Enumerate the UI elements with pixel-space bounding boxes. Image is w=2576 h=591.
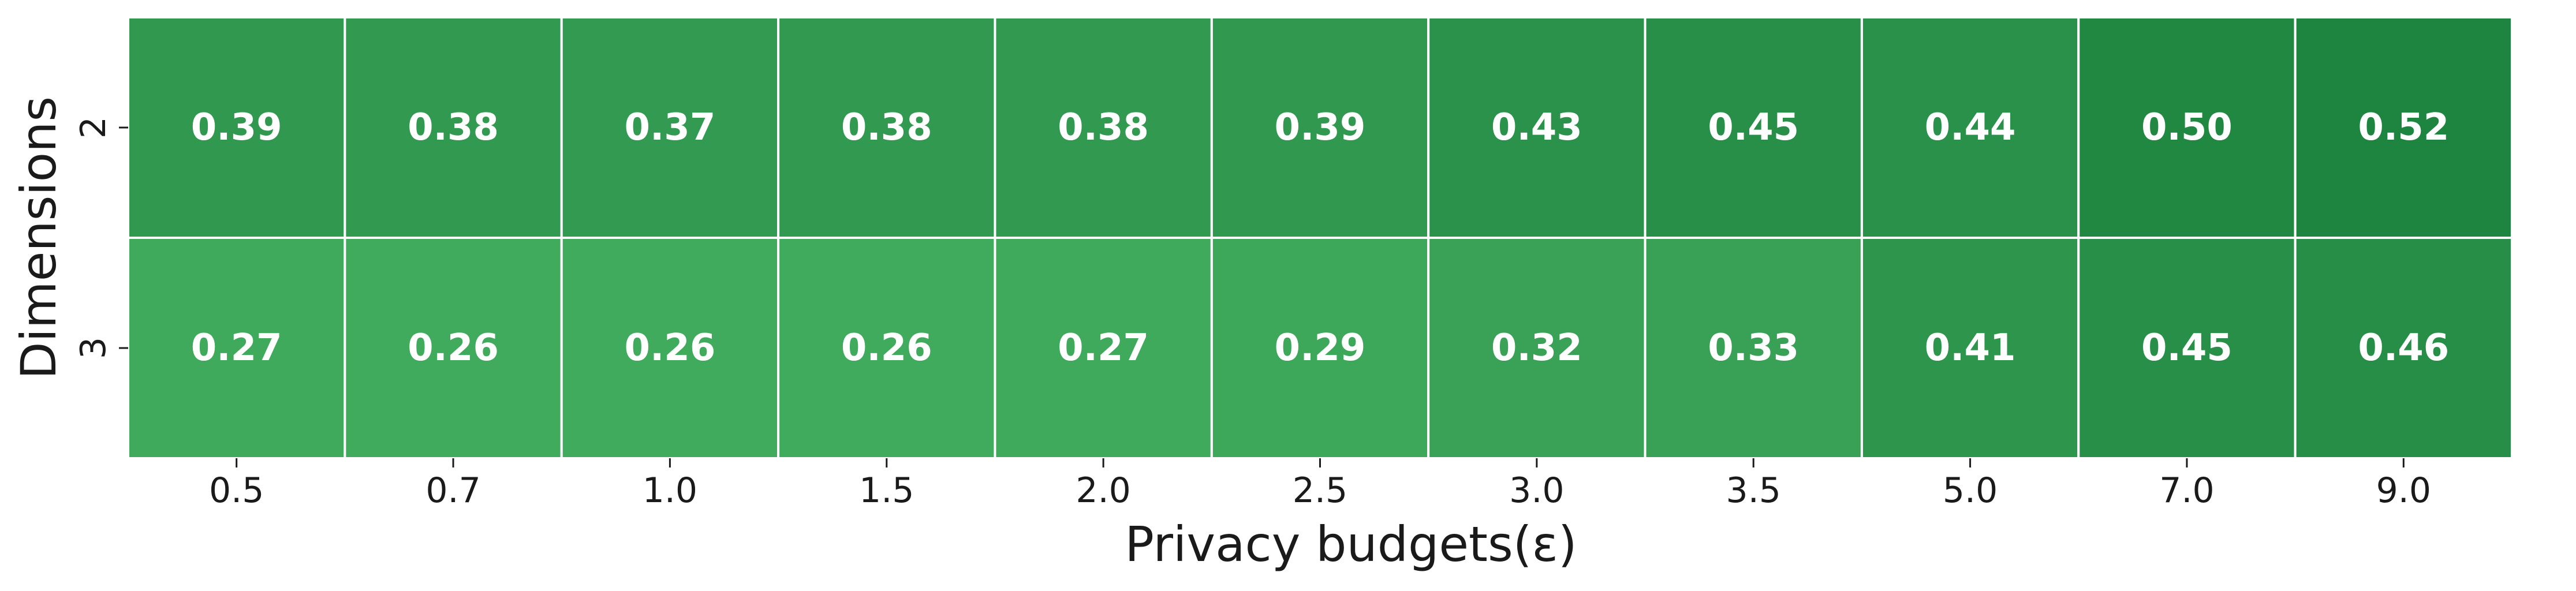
cells-layer [127, 16, 2514, 459]
cell-value-label: 0.29 [1275, 327, 1366, 369]
x-tick-label: 1.0 [643, 470, 697, 511]
heatmap-cell [777, 16, 996, 239]
heatmap-cell [1644, 237, 1863, 459]
x-tick-label: 3.5 [1726, 470, 1781, 511]
heatmap-cell [777, 237, 996, 459]
heatmap-cell [127, 237, 346, 459]
cell-value-label: 0.26 [408, 327, 499, 369]
heatmap-cell [1644, 16, 1863, 239]
y-tick-label: 2 [73, 117, 114, 139]
cell-labels-layer: 0.39 0.38 0.37 0.38 0.38 0.39 0.43 0.45 0.44 0.50… [191, 106, 2450, 369]
cell-value-label: 0.38 [841, 106, 932, 149]
cell-value-label: 0.33 [1708, 327, 1799, 369]
x-tick-label: 2.5 [1293, 470, 1347, 511]
heatmap-cell [1210, 16, 1430, 239]
cell-value-label: 0.50 [2141, 106, 2232, 149]
cell-value-label: 0.26 [841, 327, 932, 369]
cell-value-label: 0.41 [1925, 327, 2016, 369]
x-ticks-layer: 0.5 0.7 1.0 1.5 2.0 2.5 3.0 3.5 5.0 7.0 9.0 [209, 458, 2431, 511]
cell-value-label: 0.37 [624, 106, 715, 149]
cell-value-label: 0.46 [2358, 327, 2449, 369]
y-ticks-layer: 23 [73, 117, 128, 359]
heatmap-cell [994, 237, 1213, 459]
heatmap-cell [560, 16, 780, 239]
cell-value-label: 0.39 [191, 106, 282, 149]
heatmap-cell [1860, 237, 2080, 459]
heatmap-cell [2294, 237, 2514, 459]
x-axis-label: Privacy budgets(ε) [1125, 516, 1577, 573]
heatmap-cell [994, 16, 1213, 239]
cell-value-label: 0.52 [2358, 106, 2449, 149]
cell-value-label: 0.32 [1491, 327, 1582, 369]
y-axis-label: Dimensions [10, 96, 67, 379]
x-tick-label: 5.0 [1943, 470, 1998, 511]
x-tick-label: 2.0 [1076, 470, 1130, 511]
x-tick-label: 3.0 [1509, 470, 1564, 511]
cell-value-label: 0.27 [1058, 327, 1149, 369]
heatmap-cell [344, 237, 563, 459]
cell-value-label: 0.43 [1491, 106, 1582, 149]
cell-value-label: 0.45 [1708, 106, 1799, 149]
cell-value-label: 0.27 [191, 327, 282, 369]
cell-value-label: 0.44 [1925, 106, 2016, 149]
cell-value-label: 0.38 [1058, 106, 1149, 149]
x-tick-label: 0.7 [425, 470, 480, 511]
heatmap-cell [344, 16, 563, 239]
y-tick-label: 3 [73, 337, 114, 359]
heatmap-cell [127, 16, 346, 239]
heatmap-cell [2294, 16, 2514, 239]
heatmap-cell [2077, 16, 2297, 239]
x-tick-label: 1.5 [859, 470, 914, 511]
cell-value-label: 0.39 [1275, 106, 1366, 149]
heatmap-cell [1427, 237, 1647, 459]
cell-value-label: 0.45 [2141, 327, 2232, 369]
heatmap-cell [560, 237, 780, 459]
x-tick-label: 9.0 [2376, 470, 2431, 511]
cell-value-label: 0.26 [624, 327, 715, 369]
heatmap-cell [2077, 237, 2297, 459]
x-tick-label: 7.0 [2159, 470, 2214, 511]
x-tick-label: 0.5 [209, 470, 264, 511]
heatmap-cell [1210, 237, 1430, 459]
cell-value-label: 0.38 [408, 106, 499, 149]
